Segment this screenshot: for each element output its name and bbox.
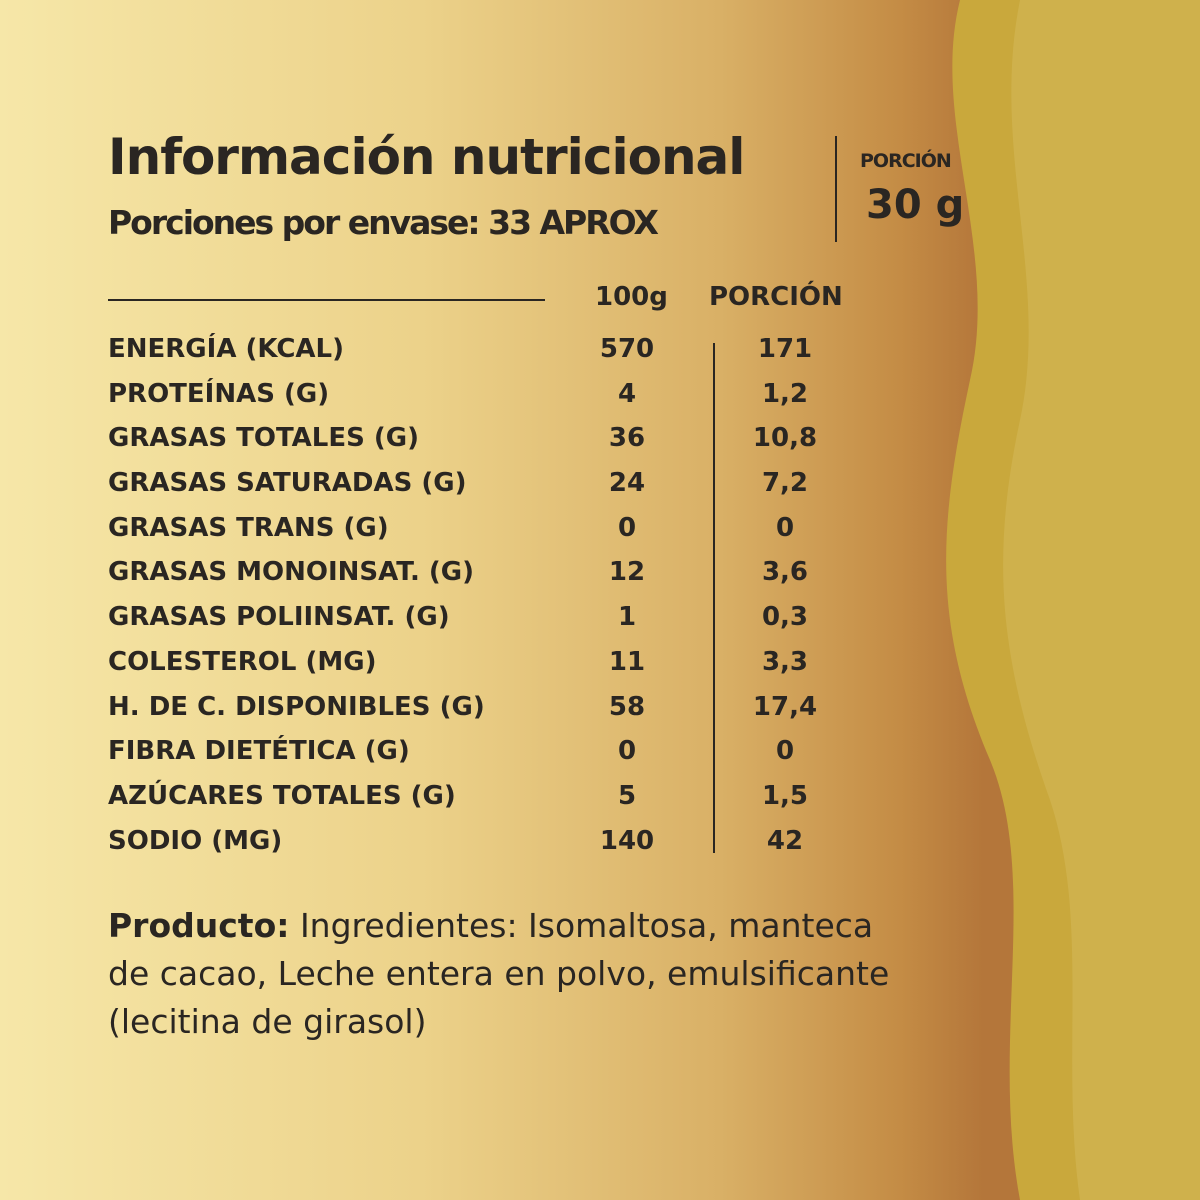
table-row: H. DE C. DISPONIBLES (G) 58 17,4 [0, 692, 1200, 737]
value-portion: 3,6 [761, 557, 809, 588]
value-portion: 171 [757, 334, 813, 364]
value-portion: 0,3 [761, 602, 809, 633]
value-100g: 5 [617, 780, 637, 811]
table-row: GRASAS POLIINSAT. (G) 1 0,3 [0, 602, 1200, 647]
column-header-100g: 100g [595, 282, 668, 312]
value-100g: 4 [617, 378, 637, 409]
nutrition-table: ENERGÍA (KCAL) 570 171 PROTEÍNAS (G) 4 1,2 GRA… [0, 334, 1200, 870]
value-portion: 42 [766, 825, 804, 856]
wave-highlight [1003, 0, 1200, 1200]
value-100g: 11 [608, 646, 646, 677]
nutrient-label: GRASAS TOTALES (G) [108, 423, 419, 454]
value-100g: 0 [617, 736, 637, 767]
value-100g: 1 [617, 602, 637, 633]
nutrient-label: H. DE C. DISPONIBLES (G) [108, 691, 485, 722]
value-portion: 17,4 [752, 691, 818, 722]
table-row: GRASAS MONOINSAT. (G) 12 3,6 [0, 557, 1200, 602]
nutrient-label: AZÚCARES TOTALES (G) [108, 780, 456, 811]
nutrient-label: ENERGÍA (KCAL) [108, 334, 345, 364]
nutrient-label: FIBRA DIETÉTICA (G) [108, 736, 410, 767]
ingredients-text: Ingredientes: Isomaltosa, manteca de cac… [108, 906, 890, 1041]
servings-per-package: Porciones por envase: 33 APROX [108, 203, 659, 242]
value-portion: 0 [775, 512, 795, 543]
page-title: Información nutricional [108, 128, 745, 186]
table-row: ENERGÍA (KCAL) 570 171 [0, 334, 1200, 379]
table-row: GRASAS SATURADAS (G) 24 7,2 [0, 468, 1200, 513]
nutrient-label: GRASAS TRANS (G) [108, 512, 389, 543]
value-100g: 24 [608, 468, 646, 499]
value-100g: 58 [608, 691, 646, 722]
value-portion: 7,2 [761, 468, 809, 499]
nutrient-label: GRASAS MONOINSAT. (G) [108, 557, 475, 588]
value-portion: 1,2 [761, 378, 809, 409]
value-100g: 140 [599, 825, 655, 856]
table-row: PROTEÍNAS (G) 4 1,2 [0, 379, 1200, 424]
value-portion: 1,5 [761, 780, 809, 811]
table-row: SODIO (MG) 140 42 [0, 826, 1200, 871]
portion-value: 30 g [866, 182, 965, 228]
nutrient-label: COLESTEROL (MG) [108, 646, 377, 677]
column-divider [713, 343, 715, 853]
table-rule [108, 299, 545, 301]
table-row: COLESTEROL (MG) 11 3,3 [0, 647, 1200, 692]
ingredients: Producto: Ingredientes: Isomaltosa, mant… [108, 902, 908, 1046]
table-row: GRASAS TRANS (G) 0 0 [0, 513, 1200, 558]
value-portion: 10,8 [752, 423, 818, 454]
table-row: AZÚCARES TOTALES (G) 5 1,5 [0, 781, 1200, 826]
value-100g: 570 [599, 334, 655, 364]
value-portion: 3,3 [761, 646, 809, 677]
nutrient-label: SODIO (MG) [108, 825, 283, 856]
product-label: Producto: [108, 906, 290, 945]
value-100g: 12 [608, 557, 646, 588]
nutrient-label: PROTEÍNAS (G) [108, 378, 330, 409]
table-row: FIBRA DIETÉTICA (G) 0 0 [0, 736, 1200, 781]
value-100g: 36 [608, 423, 646, 454]
portion-label: PORCIÓN [860, 150, 952, 172]
nutrient-label: GRASAS POLIINSAT. (G) [108, 602, 450, 633]
table-row: GRASAS TOTALES (G) 36 10,8 [0, 423, 1200, 468]
nutrient-label: GRASAS SATURADAS (G) [108, 468, 467, 499]
value-100g: 0 [617, 512, 637, 543]
value-portion: 0 [775, 736, 795, 767]
column-header-portion: PORCIÓN [709, 282, 843, 312]
header-divider [835, 136, 837, 242]
